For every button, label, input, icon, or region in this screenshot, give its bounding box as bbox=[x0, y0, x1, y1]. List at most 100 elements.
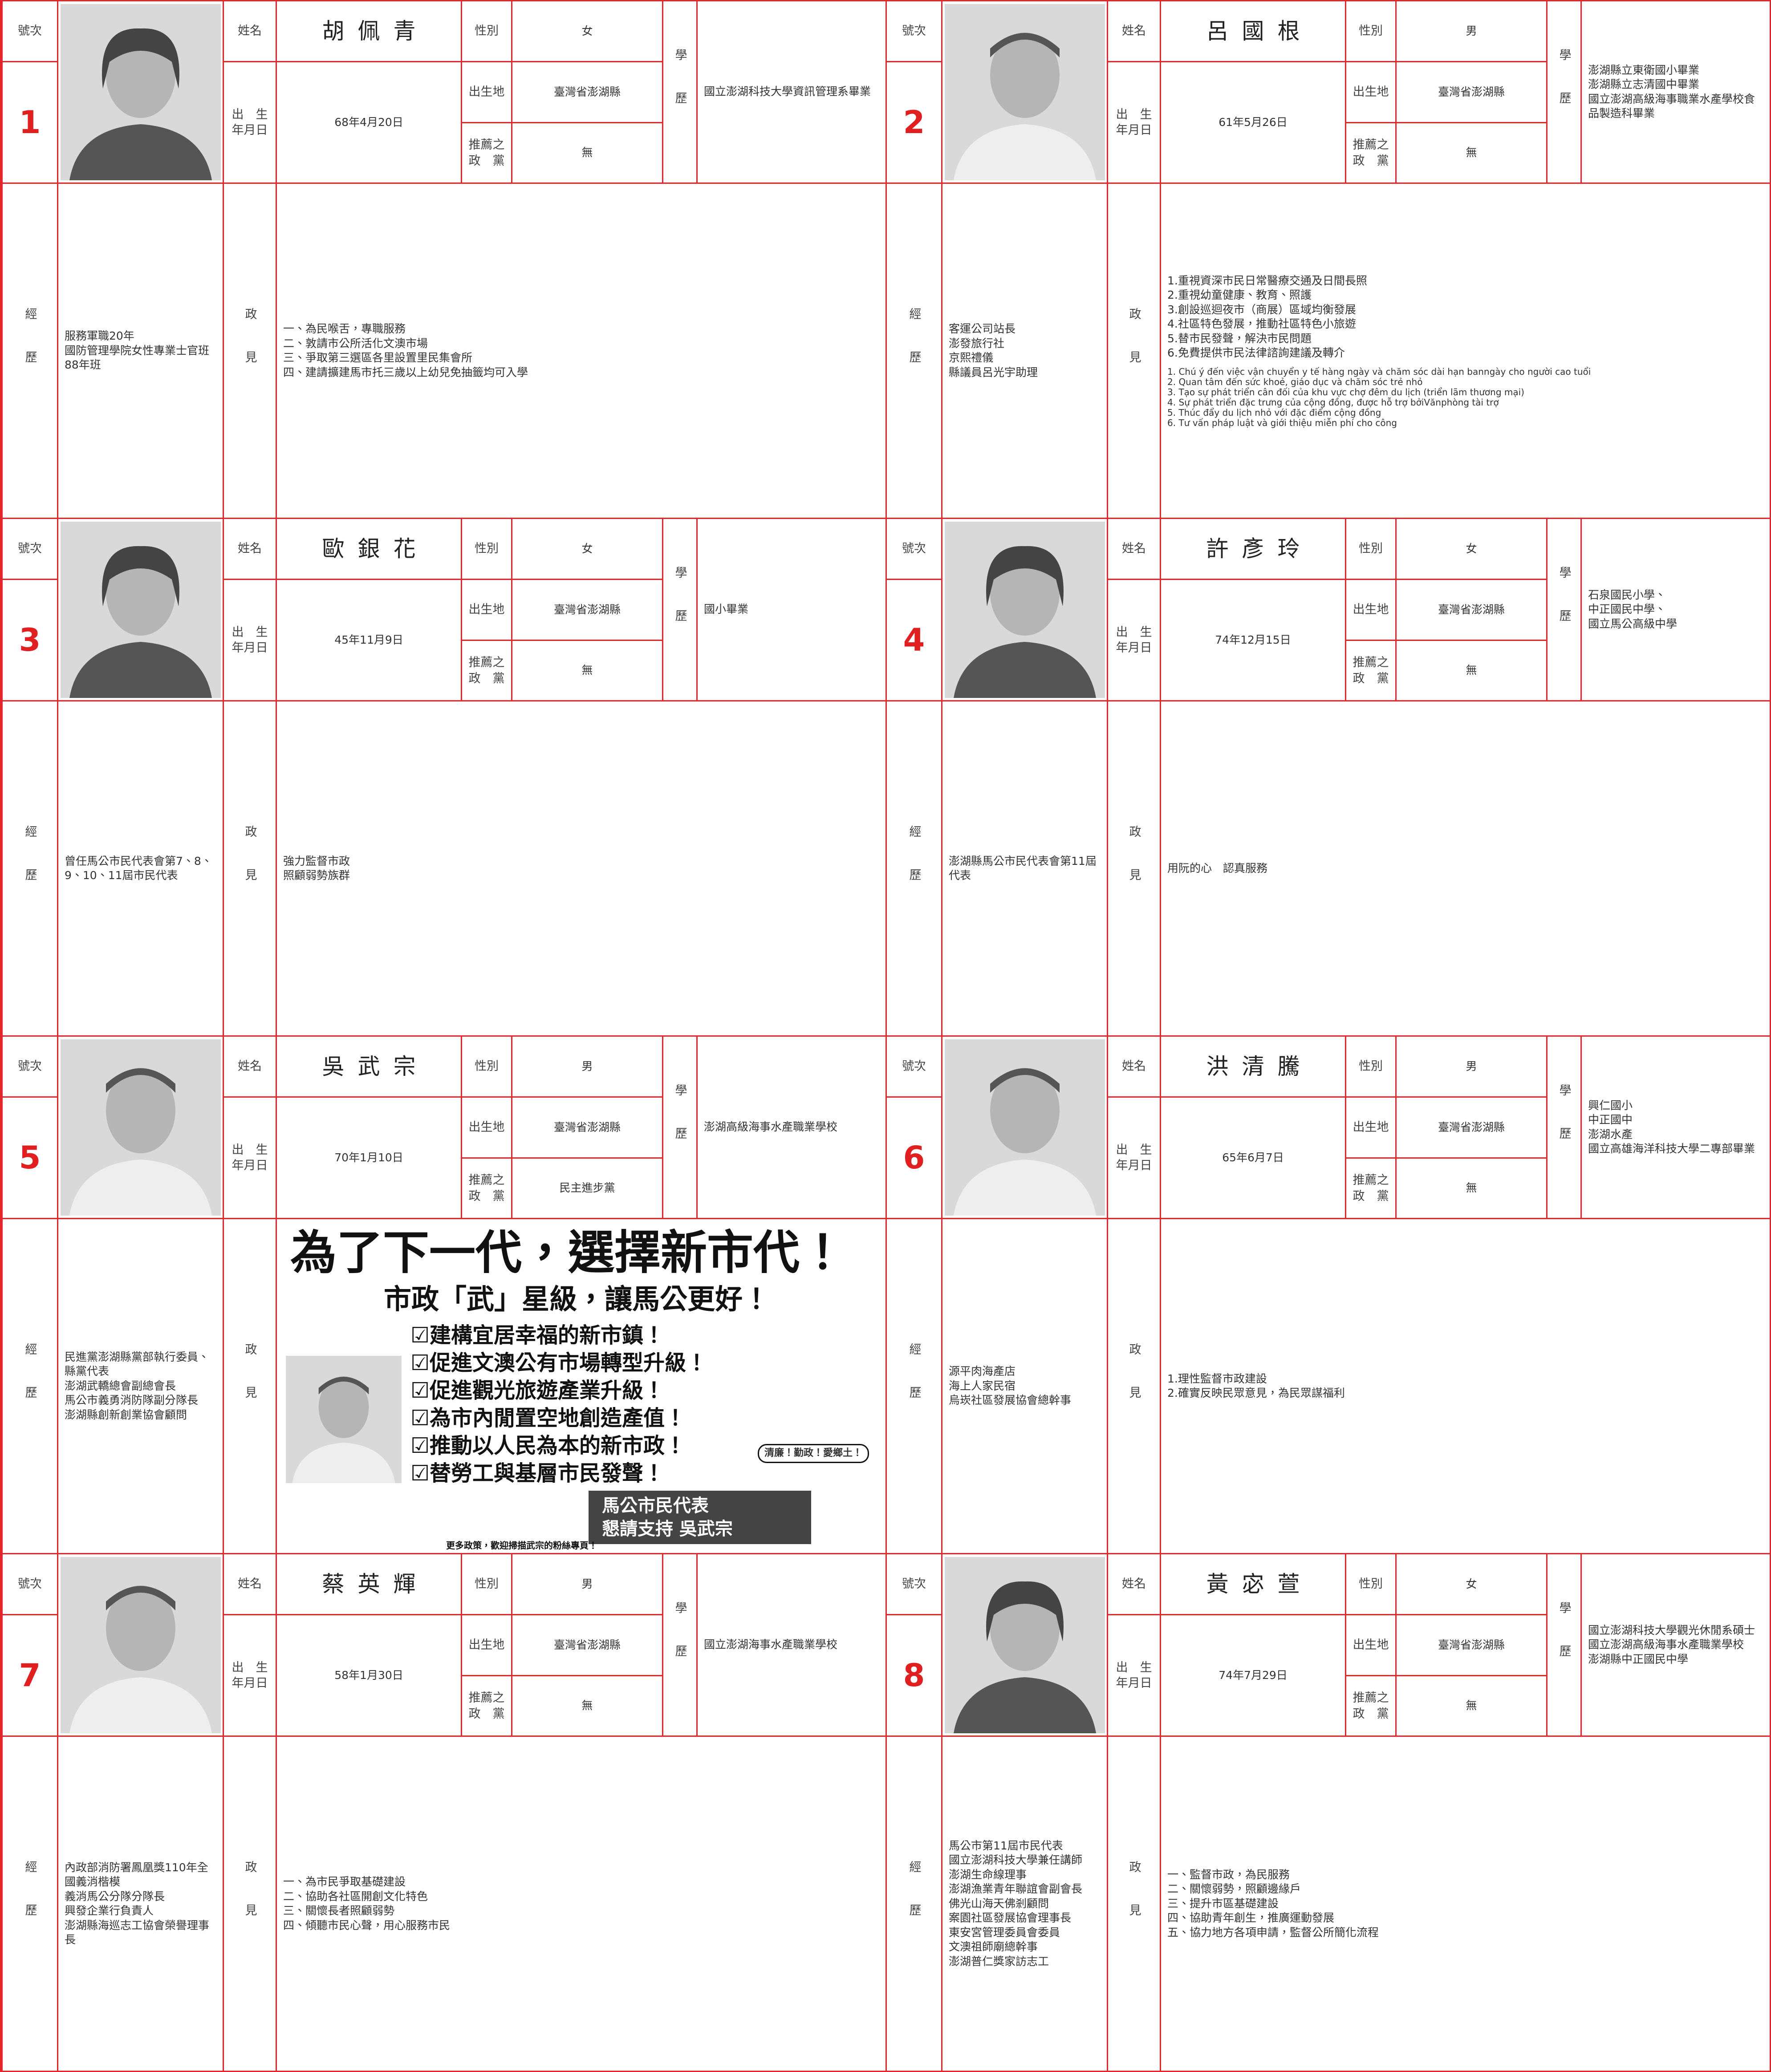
label-text: 學歷 bbox=[673, 1602, 687, 1688]
education-line: 國立澎湖高級海事水產職業學校 bbox=[1588, 1638, 1744, 1651]
number-label: 號次 bbox=[3, 1554, 58, 1615]
platform: 強力監督市政 照顧弱勢族群 bbox=[277, 701, 887, 1037]
candidate-name: 蔡英輝 bbox=[277, 1554, 462, 1615]
gender-label: 性別 bbox=[462, 519, 512, 580]
photo-cell bbox=[58, 519, 224, 701]
label-text: 政見 bbox=[243, 307, 257, 394]
photo-cell bbox=[58, 1037, 224, 1219]
education-line: 澎湖高級海事水產職業學校 bbox=[704, 1120, 838, 1134]
platform-label: 政見 bbox=[224, 1219, 277, 1554]
experience-line: 澎湖縣創新創業協會顧問 bbox=[65, 1408, 187, 1421]
party-label: 推薦之政 黨 bbox=[1346, 641, 1397, 701]
party-label: 推薦之政 黨 bbox=[1346, 1676, 1397, 1737]
experience: 民進黨澎湖縣黨部執行委員、縣黨代表 澎湖武轎總會副總會長 馬公市義勇消防隊副分隊長澎… bbox=[58, 1219, 224, 1554]
name-label: 姓名 bbox=[224, 519, 277, 580]
label-line: 推薦之 bbox=[468, 138, 505, 152]
candidate-number: 7 bbox=[3, 1615, 58, 1737]
ad-banner: 馬公市民代表 懇請支持 吳武宗 bbox=[589, 1491, 811, 1544]
party: 民主進步黨 bbox=[512, 1159, 663, 1219]
experience-line: 澎湖生命線理事 bbox=[949, 1868, 1027, 1881]
platform-line: 6. Tư vấn pháp luật và giới thiệu miễn p… bbox=[1167, 417, 1397, 428]
photo-cell bbox=[58, 1554, 224, 1737]
platform-line: 6.免費提供市民法律諮詢建議及轉介 bbox=[1167, 346, 1345, 359]
candidate-name: 歐銀花 bbox=[277, 519, 462, 580]
platform-label: 政見 bbox=[224, 1737, 277, 2072]
birth-date-label: 出 生年月日 bbox=[224, 580, 277, 701]
birthplace: 臺灣省澎湖縣 bbox=[1397, 580, 1548, 641]
gender: 男 bbox=[1397, 1037, 1548, 1098]
platform-line: 照顧弱勢族群 bbox=[283, 869, 350, 882]
ad-headline: 為了下一代，選擇新市代！ bbox=[290, 1225, 846, 1280]
candidate-block: 號次 8 姓名 黃宓萱 性別女出 生年月日 74年7月29日 出生地 臺灣省澎湖縣 推薦之政 黨… bbox=[887, 1554, 1771, 2072]
platform-line: 1.重視資深市民日常醫療交通及日間長照 bbox=[1167, 274, 1367, 287]
platform-line: 一、為市民爭取基礎建設 bbox=[283, 1875, 406, 1888]
experience-label: 經歷 bbox=[887, 1737, 942, 2072]
label-line: 推薦之 bbox=[468, 656, 505, 670]
name-label: 姓名 bbox=[224, 1, 277, 62]
platform-line: 三、關懷長者照顧弱勢 bbox=[283, 1904, 395, 1917]
experience-line: 澎湖武轎總會副總會長 bbox=[65, 1379, 176, 1392]
platform-line: 1.理性監督市政建設 bbox=[1167, 1372, 1267, 1385]
experience-line: 馬公市義勇消防隊副分隊長 bbox=[65, 1394, 199, 1407]
platform-line: 1. Chú ý đến việc vận chuyển y tế hàng n… bbox=[1167, 366, 1591, 377]
label-text: 學歷 bbox=[1557, 1602, 1571, 1688]
birthplace: 臺灣省澎湖縣 bbox=[512, 1098, 663, 1159]
platform-vietnamese: 1. Chú ý đến việc vận chuyển y tế hàng n… bbox=[1167, 366, 1591, 428]
platform-line: 2.重視幼童健康、教育、照護 bbox=[1167, 288, 1312, 301]
education-line: 國小畢業 bbox=[704, 603, 749, 616]
platform-line: 2.確實反映民眾意見，為民眾謀福利 bbox=[1167, 1387, 1345, 1399]
platform-line: 四、協助青年創生，推廣運動發展 bbox=[1167, 1911, 1335, 1925]
candidate-name: 呂國根 bbox=[1161, 1, 1346, 62]
ad-item: ☑建構宜居幸福的新市鎮！ bbox=[410, 1323, 665, 1348]
party-label: 推薦之政 黨 bbox=[1346, 1159, 1397, 1219]
name-label: 姓名 bbox=[224, 1554, 277, 1615]
birth-date-label: 出 生年月日 bbox=[1108, 1098, 1161, 1219]
education-line: 國立馬公高級中學 bbox=[1588, 617, 1678, 630]
platform-label: 政見 bbox=[1108, 1219, 1161, 1554]
education-line: 國立澎湖科技大學資訊管理系畢業 bbox=[704, 85, 871, 98]
birthplace: 臺灣省澎湖縣 bbox=[512, 580, 663, 641]
ad-item: ☑促進文澳公有市場轉型升級！ bbox=[410, 1350, 708, 1375]
education: 興仁國小 中正國中 澎湖水產 國立高雄海洋科技大學二專部畢業 bbox=[1582, 1037, 1771, 1219]
birth-date: 74年12月15日 bbox=[1161, 580, 1346, 701]
experience: 曾任馬公市民代表會第7、8、9、10、11屆市民代表 bbox=[58, 701, 224, 1037]
candidate-photo bbox=[60, 1557, 221, 1733]
candidate-name: 吳武宗 bbox=[277, 1037, 462, 1098]
label-text: 政見 bbox=[1127, 307, 1141, 394]
label-text: 學歷 bbox=[1557, 49, 1571, 135]
platform-line: 3. Tạo sự phát triển cân đối của khu vực… bbox=[1167, 386, 1524, 397]
banner-line: 懇請支持 吳武宗 bbox=[602, 1519, 733, 1539]
label-line: 推薦之 bbox=[1353, 138, 1389, 152]
platform-line: 2. Quan tâm đến sức khoẻ, giáo dục và ch… bbox=[1167, 376, 1423, 387]
experience: 馬公市第11屆市民代表 國立澎湖科技大學兼任講師 澎湖生命線理事 澎湖漁業青年聯誼會副… bbox=[942, 1737, 1108, 2072]
gender: 男 bbox=[512, 1037, 663, 1098]
gender-label: 性別 bbox=[1346, 1554, 1397, 1615]
name-label: 姓名 bbox=[224, 1037, 277, 1098]
party: 無 bbox=[512, 123, 663, 184]
label-line: 政 黨 bbox=[468, 1707, 505, 1721]
birth-date-label: 出 生年月日 bbox=[224, 62, 277, 184]
label-text: 學歷 bbox=[673, 566, 687, 653]
education-line: 石泉國民小學、 bbox=[1588, 588, 1666, 601]
experience-line: 服務軍職20年 bbox=[65, 329, 134, 343]
gender: 女 bbox=[1397, 519, 1548, 580]
gender-label: 性別 bbox=[1346, 1037, 1397, 1098]
platform: 為了下一代，選擇新市代！ 市政「武」星級，讓馬公更好！ ☑建構宜居幸福的新市鎮！ ☑促… bbox=[277, 1219, 887, 1554]
gender: 女 bbox=[512, 519, 663, 580]
candidate-block: 號次 3 姓名 歐銀花 性別女出 生年月日 45年11月9日 出生地 臺灣省澎湖縣 推薦之政 黨… bbox=[3, 519, 887, 1037]
experience-line: 烏崁社區發展協會總幹事 bbox=[949, 1394, 1072, 1407]
candidate-block: 號次 1 姓名 胡佩青 性別女出 生年月日 68年4月20日 出生地 臺灣省澎湖縣 推薦之政 黨… bbox=[3, 1, 887, 519]
label-line: 年月日 bbox=[1116, 1159, 1152, 1172]
experience-line: 國立澎湖科技大學兼任講師 bbox=[949, 1853, 1083, 1867]
candidate-name: 黃宓萱 bbox=[1161, 1554, 1346, 1615]
experience-line: 澎湖縣海巡志工協會榮譽理事長 bbox=[65, 1918, 210, 1946]
number-label: 號次 bbox=[3, 1, 58, 62]
birth-date-label: 出 生年月日 bbox=[1108, 1615, 1161, 1737]
label-line: 年月日 bbox=[1116, 641, 1152, 655]
birthplace: 臺灣省澎湖縣 bbox=[512, 1615, 663, 1676]
experience: 內政部消防署鳳凰獎110年全國義消楷模 義消馬公分隊分隊長 興發企業行負責人 澎湖縣海… bbox=[58, 1737, 224, 2072]
label-line: 推薦之 bbox=[1353, 656, 1389, 670]
experience-label: 經歷 bbox=[3, 701, 58, 1037]
photo-cell bbox=[942, 1554, 1108, 1737]
name-label: 姓名 bbox=[1108, 1037, 1161, 1098]
